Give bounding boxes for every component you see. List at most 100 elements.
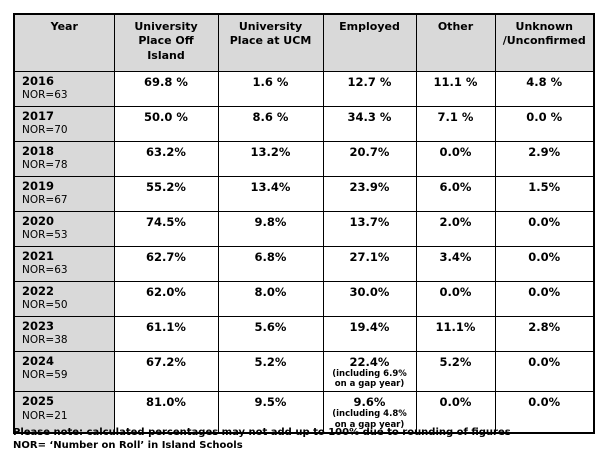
year-label: 2022 xyxy=(22,283,55,298)
percentage-value: 34.3 % xyxy=(347,109,392,124)
percentage-value: 1.5% xyxy=(528,179,561,194)
value-cell: 1.5% xyxy=(494,175,595,212)
percentage-value: 0.0% xyxy=(439,284,472,299)
percentage-value: 2.9% xyxy=(528,144,561,159)
value-cell: 0.0% xyxy=(494,391,595,434)
value-cell: 8.0% xyxy=(217,280,324,317)
value-cell: 2.0% xyxy=(415,210,496,247)
value-cell: 6.8% xyxy=(217,245,324,282)
percentage-value: 67.2% xyxy=(146,354,186,369)
table-row: 2022 NOR=50 62.0% 8.0% 30.0% 0.0% 0.0% xyxy=(13,280,595,317)
percentage-value: 20.7% xyxy=(349,144,390,159)
nor-label: NOR=59 xyxy=(22,369,68,382)
percentage-value: 9.8% xyxy=(254,214,287,229)
col-header-unknown: Unknown /Unconfirmed xyxy=(494,13,595,72)
value-cell: 0.0 % xyxy=(494,105,595,142)
year-cell: 2021 NOR=63 xyxy=(13,245,115,282)
col-header-univ-at-ucm: University Place at UCM xyxy=(217,13,324,72)
percentage-value: 62.0% xyxy=(146,284,186,299)
value-cell: 69.8 % xyxy=(113,70,219,107)
value-cell: 2.8% xyxy=(494,315,595,352)
col-header-year: Year xyxy=(13,13,115,72)
value-cell: 11.1 % xyxy=(415,70,496,107)
percentage-value: 13.2% xyxy=(250,144,291,159)
header-row: Year University Place Off Island Univers… xyxy=(13,13,595,72)
value-cell: 0.0% xyxy=(494,210,595,247)
value-cell: 5.2% xyxy=(217,350,324,393)
nor-label: NOR=38 xyxy=(22,334,68,347)
year-cell: 2020 NOR=53 xyxy=(13,210,115,247)
percentage-value: 74.5% xyxy=(146,214,186,229)
percentage-value: 9.6% xyxy=(353,395,386,410)
percentage-value: 69.8 % xyxy=(144,74,188,89)
value-cell: 61.1% xyxy=(113,315,219,352)
year-label: 2017 xyxy=(22,108,55,123)
percentage-value: 0.0% xyxy=(528,284,561,299)
table-row: 2024 NOR=59 67.2% 5.2% 22.4% (including 6.9% … xyxy=(13,350,595,393)
percentage-value: 0.0% xyxy=(528,249,561,264)
percentage-value: 0.0% xyxy=(439,144,472,159)
value-cell: 0.0% xyxy=(494,280,595,317)
nor-label: NOR=53 xyxy=(22,229,68,242)
value-cell: 19.4% xyxy=(322,315,417,352)
value-cell: 34.3 % xyxy=(322,105,417,142)
percentage-value: 0.0% xyxy=(528,395,561,410)
value-cell: 9.6% (including 4.8% on a gap year) xyxy=(322,391,417,434)
value-cell: 50.0 % xyxy=(113,105,219,142)
percentage-value: 5.2% xyxy=(254,354,287,369)
value-cell: 1.6 % xyxy=(217,70,324,107)
percentage-value: 7.1 % xyxy=(437,109,474,124)
table-row: 2023 NOR=38 61.1% 5.6% 19.4% 11.1% 2.8% xyxy=(13,315,595,352)
year-label: 2023 xyxy=(22,318,55,333)
destinations-table: Year University Place Off Island Univers… xyxy=(13,13,595,434)
table-row: 2018 NOR=78 63.2% 13.2% 20.7% 0.0% 2.9% xyxy=(13,140,595,177)
value-cell: 6.0% xyxy=(415,175,496,212)
year-label: 2025 xyxy=(22,394,55,409)
year-label: 2021 xyxy=(22,248,55,263)
year-cell: 2024 NOR=59 xyxy=(13,350,115,393)
percentage-value: 63.2% xyxy=(146,144,186,159)
percentage-value: 81.0% xyxy=(146,395,186,410)
nor-label: NOR=50 xyxy=(22,299,68,312)
table-body: 2016 NOR=63 69.8 % 1.6 % 12.7 % 11.1 % 4.8 % 20… xyxy=(13,70,595,434)
percentage-value: 8.6 % xyxy=(252,109,289,124)
value-cell: 8.6 % xyxy=(217,105,324,142)
nor-label: NOR=70 xyxy=(22,124,68,137)
value-cell: 74.5% xyxy=(113,210,219,247)
value-cell: 23.9% xyxy=(322,175,417,212)
table-row: 2021 NOR=63 62.7% 6.8% 27.1% 3.4% 0.0% xyxy=(13,245,595,282)
table-row: 2020 NOR=53 74.5% 9.8% 13.7% 2.0% 0.0% xyxy=(13,210,595,247)
value-cell: 20.7% xyxy=(322,140,417,177)
value-cell: 0.0% xyxy=(415,140,496,177)
value-cell: 5.6% xyxy=(217,315,324,352)
col-header-other: Other xyxy=(415,13,496,72)
percentage-value: 4.8 % xyxy=(526,74,563,89)
value-cell: 13.2% xyxy=(217,140,324,177)
percentage-value: 55.2% xyxy=(146,179,186,194)
percentage-value: 23.9% xyxy=(349,179,390,194)
table-row: 2016 NOR=63 69.8 % 1.6 % 12.7 % 11.1 % 4.8 % xyxy=(13,70,595,107)
percentage-value: 27.1% xyxy=(349,249,390,264)
table-row: 2025 NOR=21 81.0% 9.5% 9.6% (including 4.8% o… xyxy=(13,391,595,434)
value-cell: 62.7% xyxy=(113,245,219,282)
value-cell: 0.0% xyxy=(494,350,595,393)
year-cell: 2023 NOR=38 xyxy=(13,315,115,352)
table-row: 2017 NOR=70 50.0 % 8.6 % 34.3 % 7.1 % 0.0 % xyxy=(13,105,595,142)
percentage-value: 3.4% xyxy=(439,249,472,264)
nor-label: NOR=21 xyxy=(22,409,68,422)
percentage-value: 5.2% xyxy=(439,354,472,369)
value-cell: 2.9% xyxy=(494,140,595,177)
value-cell: 55.2% xyxy=(113,175,219,212)
percentage-value: 30.0% xyxy=(349,284,390,299)
year-label: 2020 xyxy=(22,213,55,228)
percentage-value: 0.0 % xyxy=(526,109,563,124)
nor-label: NOR=67 xyxy=(22,194,68,207)
value-cell: 5.2% xyxy=(415,350,496,393)
value-cell: 67.2% xyxy=(113,350,219,393)
nor-label: NOR=63 xyxy=(22,89,68,102)
year-cell: 2019 NOR=67 xyxy=(13,175,115,212)
year-label: 2018 xyxy=(22,143,55,158)
percentage-value: 19.4% xyxy=(349,319,390,334)
value-cell: 13.4% xyxy=(217,175,324,212)
